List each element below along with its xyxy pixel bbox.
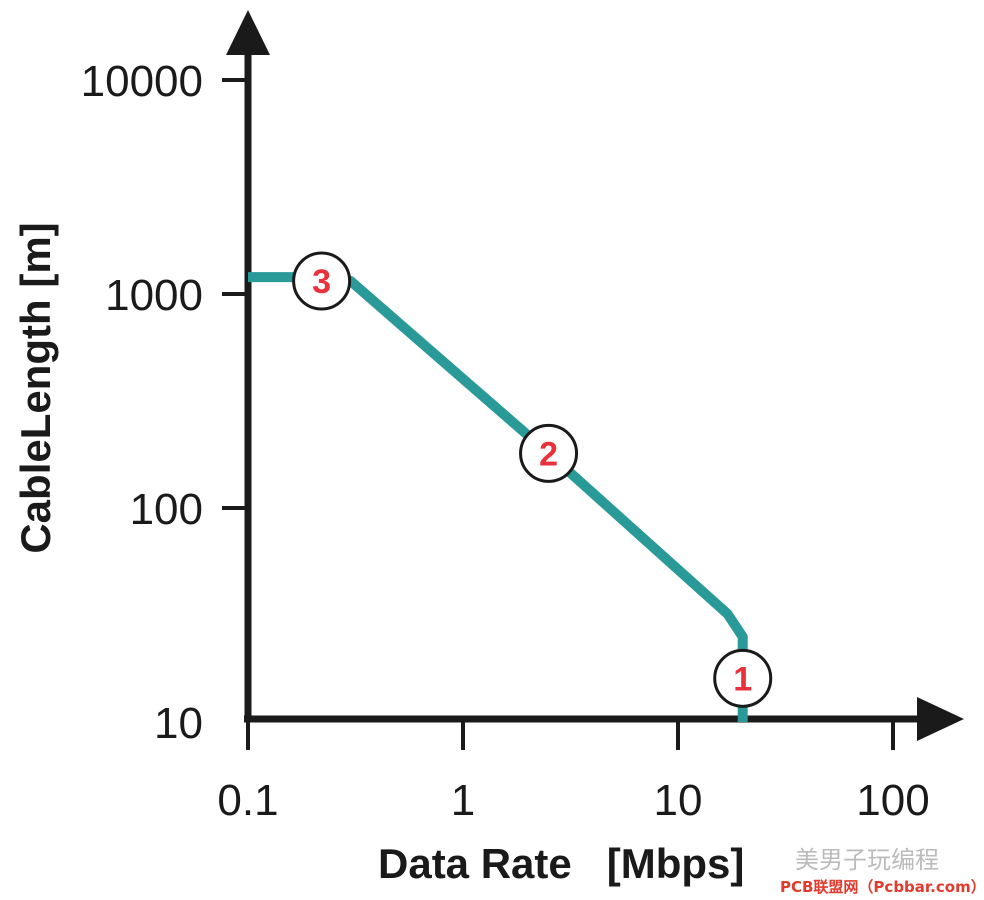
marker-circle <box>292 251 352 311</box>
y-ticks: 10 100 1000 10000 <box>81 57 248 748</box>
y-axis-arrow <box>226 10 270 55</box>
marker-label: 2 <box>539 435 558 473</box>
y-tick-label: 1000 <box>105 271 203 320</box>
marker-circle <box>713 648 773 708</box>
marker-circle <box>519 423 579 483</box>
y-tick-label: 100 <box>130 485 203 534</box>
watermark-line1: 美男子玩编程 <box>795 846 939 874</box>
x-axis-arrow <box>917 697 964 741</box>
watermark: 美男子玩编程 PCB联盟网（Pcbbar.com） <box>780 846 984 896</box>
watermark-line2: PCB联盟网（Pcbbar.com） <box>780 878 984 896</box>
y-tick-label: 10 <box>154 699 203 748</box>
y-axis-title: CableLength [m] <box>12 222 59 553</box>
marker-label: 3 <box>312 263 331 301</box>
marker-label: 1 <box>733 660 752 698</box>
annotation-markers: 1 2 3 <box>292 251 773 708</box>
marker-1: 1 <box>713 648 773 708</box>
y-tick-label: 10000 <box>81 57 203 106</box>
marker-3: 3 <box>292 251 352 311</box>
marker-2: 2 <box>519 423 579 483</box>
x-ticks: 0.1 1 10 100 <box>217 719 930 825</box>
data-rate-cable-length-line <box>248 272 748 722</box>
x-tick-label: 10 <box>654 776 703 825</box>
x-tick-label: 100 <box>856 776 929 825</box>
x-tick-label: 0.1 <box>217 776 278 825</box>
x-axis-title: Data Rate [Mbps] <box>378 840 744 887</box>
x-tick-label: 1 <box>451 776 475 825</box>
